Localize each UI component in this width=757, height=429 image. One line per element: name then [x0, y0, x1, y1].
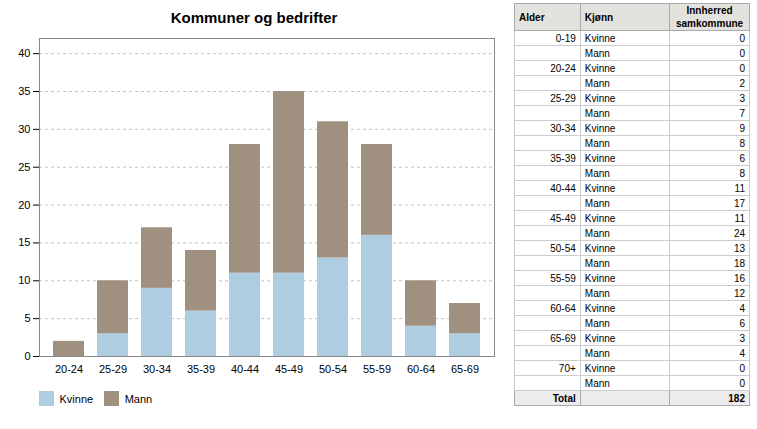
html-text:Kommuner og bedrifter: Kommuner og bedrifter	[170, 9, 338, 26]
html-text:55-59: 55-59	[550, 272, 576, 284]
html-text:Kvinne: Kvinne	[584, 32, 616, 44]
html-text:11: 11	[734, 212, 745, 224]
html-text:Kvinne: Kvinne	[59, 392, 94, 405]
html-text:12: 12	[733, 287, 745, 299]
html-text:4: 4	[739, 347, 745, 359]
svg-text:30: 30	[18, 123, 30, 135]
html-text:Kvinne: Kvinne	[584, 182, 616, 194]
svg-text:25: 25	[18, 161, 30, 173]
svg-text:35: 35	[18, 85, 30, 97]
html-text:Mann: Mann	[584, 167, 610, 179]
svg-text:20-24: 20-24	[55, 363, 83, 375]
html-text:Mann: Mann	[584, 77, 610, 89]
html-text:3: 3	[739, 332, 745, 344]
svg-text:45-49: 45-49	[275, 363, 303, 375]
html-text:Kjønn: Kjønn	[584, 11, 614, 23]
html-text:Innherred: Innherred	[686, 5, 733, 16]
html-text:Kvinne: Kvinne	[584, 92, 616, 104]
svg-text:10: 10	[18, 274, 30, 286]
html-text:6: 6	[739, 152, 745, 164]
html-text:13: 13	[733, 242, 745, 254]
svg-text:60-64: 60-64	[407, 363, 435, 375]
html-text:60-64: 60-64	[550, 302, 576, 314]
html-text:Kvinne: Kvinne	[584, 242, 616, 254]
html-text:Mann: Mann	[124, 392, 153, 405]
html-text:Kvinne: Kvinne	[584, 332, 616, 344]
svg-text:25-29: 25-29	[99, 363, 127, 375]
html-text:40-44: 40-44	[550, 182, 576, 194]
html-text:Mann: Mann	[584, 137, 610, 149]
html-text:Mann: Mann	[584, 227, 610, 239]
html-text:3: 3	[739, 92, 745, 104]
html-text:25-29: 25-29	[550, 92, 576, 104]
svg-text:15: 15	[18, 236, 30, 248]
html-text:Kvinne: Kvinne	[584, 362, 616, 374]
svg-text:40-44: 40-44	[231, 363, 259, 375]
html-text:Mann: Mann	[584, 47, 610, 59]
svg-text:50-54: 50-54	[319, 363, 347, 375]
html-text:Mann: Mann	[584, 107, 610, 119]
html-text:Kvinne: Kvinne	[584, 212, 616, 224]
html-text:Kvinne: Kvinne	[584, 152, 616, 164]
html-text:Kvinne: Kvinne	[584, 62, 616, 74]
html-text:0: 0	[739, 362, 745, 374]
html-text:Mann: Mann	[584, 287, 610, 299]
html-text:7: 7	[739, 107, 745, 119]
html-text:45-49: 45-49	[550, 212, 576, 224]
html-text:0-19: 0-19	[555, 32, 576, 44]
html-text:Alder: Alder	[519, 11, 545, 23]
svg-text:30-34: 30-34	[143, 363, 171, 375]
svg-text:0: 0	[24, 350, 30, 362]
html-text:17: 17	[733, 197, 745, 209]
html-text:Mann: Mann	[584, 197, 610, 209]
html-text:16: 16	[733, 272, 745, 284]
html-text:30-34: 30-34	[550, 122, 576, 134]
html-text:65-69: 65-69	[550, 332, 576, 344]
svg-text:5: 5	[24, 312, 30, 324]
html-text:Mann: Mann	[584, 317, 610, 329]
svg-text:35-39: 35-39	[187, 363, 215, 375]
html-text:50-54: 50-54	[550, 242, 576, 254]
html-text:Mann: Mann	[584, 347, 610, 359]
html-text:8: 8	[739, 137, 745, 149]
html-text:24: 24	[733, 227, 745, 239]
html-text:0: 0	[739, 32, 745, 44]
html-text:0: 0	[739, 62, 745, 74]
html-text:0: 0	[739, 47, 745, 59]
html-text:Kvinne: Kvinne	[584, 302, 616, 314]
html-text:4: 4	[739, 302, 745, 314]
html-text:Total: Total	[552, 392, 576, 404]
html-text:35-39: 35-39	[550, 152, 576, 164]
html-text:6: 6	[739, 317, 745, 329]
svg-text:65-69: 65-69	[451, 363, 479, 375]
html-text:2: 2	[739, 77, 745, 89]
html-text:Kvinne: Kvinne	[584, 272, 616, 284]
html-text:Mann: Mann	[584, 377, 610, 389]
html-text:70+: 70+	[558, 362, 576, 374]
svg-text:40: 40	[18, 47, 30, 59]
html-text:18: 18	[733, 257, 745, 269]
html-text:0: 0	[739, 377, 745, 389]
html-text:Kvinne: Kvinne	[584, 122, 616, 134]
html-text:Mann: Mann	[584, 257, 610, 269]
svg-text:55-59: 55-59	[363, 363, 391, 375]
html-text:8: 8	[739, 167, 745, 179]
html-text:11: 11	[734, 182, 745, 194]
html-text:samkommune: samkommune	[675, 18, 744, 29]
html-text:9: 9	[739, 122, 745, 134]
html-text:20-24: 20-24	[550, 62, 576, 74]
html-text:182: 182	[728, 392, 745, 404]
svg-text:20: 20	[18, 199, 30, 211]
